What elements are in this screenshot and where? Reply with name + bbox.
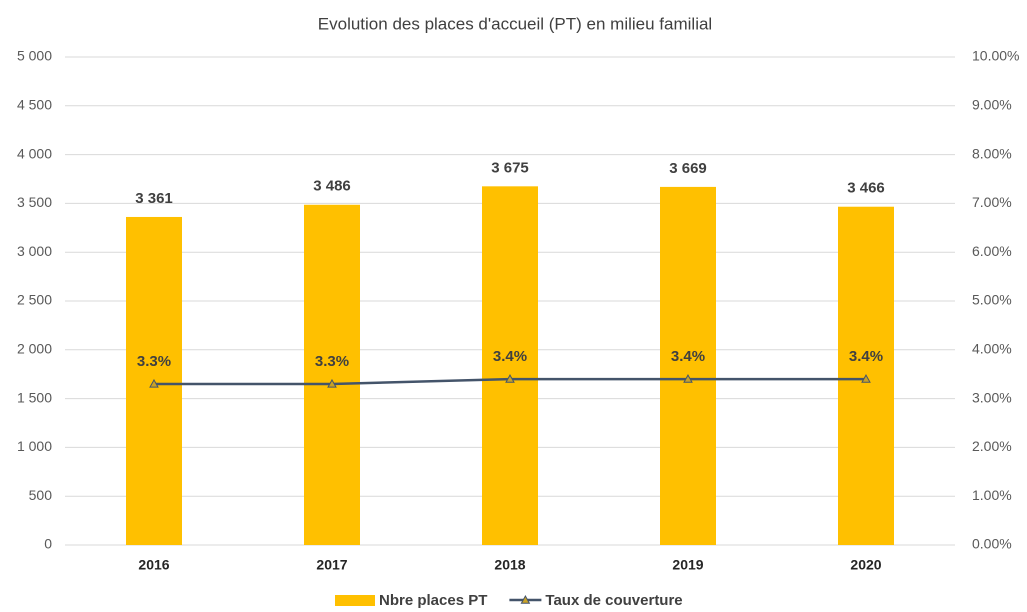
y-tick-label: 4 500 xyxy=(17,97,52,113)
y-tick-label: 0 xyxy=(44,536,52,552)
y-tick-label: 1 000 xyxy=(17,438,52,454)
y2-tick-label: 8.00% xyxy=(972,145,1012,161)
line-marker xyxy=(149,378,159,388)
data-label: 3.4% xyxy=(849,348,883,365)
y2-tick-label: 4.00% xyxy=(972,341,1012,357)
y2-tick-label: 7.00% xyxy=(972,194,1012,210)
y-tick-label: 500 xyxy=(29,487,53,503)
data-label: 3 361 xyxy=(135,190,173,207)
legend-label: Taux de couverture xyxy=(545,592,682,609)
legend-swatch xyxy=(335,595,375,606)
y-tick-label: 4 000 xyxy=(17,145,52,161)
line-marker xyxy=(327,378,337,388)
y2-tick-label: 6.00% xyxy=(972,243,1012,259)
x-tick-label: 2016 xyxy=(138,557,169,573)
x-tick-label: 2018 xyxy=(494,557,525,573)
x-tick-label: 2017 xyxy=(316,557,347,573)
y2-tick-label: 10.00% xyxy=(972,48,1019,64)
y-tick-label: 2 000 xyxy=(17,341,52,357)
data-label: 3 466 xyxy=(847,180,885,197)
data-label: 3.4% xyxy=(671,348,705,365)
y2-tick-label: 1.00% xyxy=(972,487,1012,503)
y2-tick-label: 5.00% xyxy=(972,292,1012,308)
y2-tick-label: 9.00% xyxy=(972,97,1012,113)
bar xyxy=(304,204,360,545)
data-label: 3.3% xyxy=(137,353,171,370)
line-marker xyxy=(505,374,515,383)
data-label: 3.3% xyxy=(315,353,349,370)
bar xyxy=(660,186,716,546)
y-tick-label: 5 000 xyxy=(17,48,52,64)
data-label: 3 486 xyxy=(313,178,351,195)
legend-label: Nbre places PT xyxy=(379,592,487,609)
legend-marker xyxy=(520,594,531,604)
y-tick-label: 3 000 xyxy=(17,243,52,259)
line-marker xyxy=(683,374,693,383)
y-tick-label: 1 500 xyxy=(17,389,52,405)
data-label: 3 675 xyxy=(491,159,529,176)
line-marker xyxy=(861,374,871,383)
x-tick-label: 2020 xyxy=(850,557,881,573)
y2-tick-label: 2.00% xyxy=(972,438,1012,454)
chart-title: Evolution des places d'accueil (PT) en m… xyxy=(318,14,712,33)
y2-tick-label: 0.00% xyxy=(972,536,1012,552)
y-tick-label: 2 500 xyxy=(17,292,52,308)
bar xyxy=(482,186,538,545)
data-label: 3 669 xyxy=(669,160,707,177)
data-label: 3.4% xyxy=(493,348,527,365)
y2-tick-label: 3.00% xyxy=(972,389,1012,405)
y-tick-label: 3 500 xyxy=(17,194,52,210)
x-tick-label: 2019 xyxy=(672,557,703,573)
